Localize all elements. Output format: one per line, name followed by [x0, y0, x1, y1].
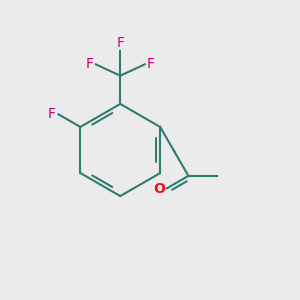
- Text: F: F: [147, 57, 155, 71]
- Text: F: F: [85, 57, 94, 71]
- Text: O: O: [153, 182, 165, 196]
- Text: F: F: [116, 36, 124, 50]
- Text: F: F: [47, 107, 56, 121]
